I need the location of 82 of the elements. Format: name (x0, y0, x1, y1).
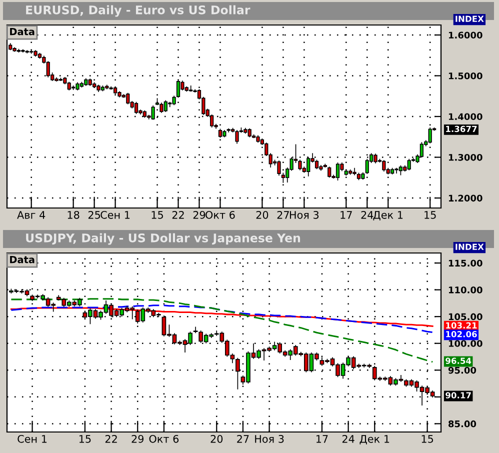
line-series (10, 307, 434, 327)
x-tick-label: 22 (105, 434, 117, 443)
y-tick-label: 1.3000 (448, 154, 482, 161)
candlestick (76, 82, 80, 91)
candlestick (189, 85, 193, 92)
x-tick-label: 25 (88, 210, 100, 219)
y-tick-label: 115.00 (448, 260, 482, 267)
candlestick (328, 166, 332, 178)
candlestick (222, 130, 226, 138)
annotation: Data (10, 256, 34, 264)
y-tick-label: 100.00 (448, 340, 482, 347)
text: INDEX (456, 16, 484, 22)
candlestick (80, 81, 84, 88)
x-tick-label: 24 (361, 210, 374, 219)
candlestick (407, 158, 411, 171)
candlestick (38, 52, 42, 60)
x-tick-label: 24 (342, 434, 354, 443)
x-tick-label: 29 (132, 434, 144, 443)
data-label: 96.54 (446, 358, 472, 364)
candlestick (374, 153, 378, 164)
candlestick (244, 127, 248, 134)
candlestick (12, 46, 16, 52)
x-tick-label: Окт 6 (206, 210, 235, 219)
data-label: 102.06 (446, 330, 477, 338)
line-series (10, 304, 434, 334)
x-tick-label: 17 (316, 435, 328, 443)
x-tick-label: 20 (210, 434, 223, 443)
y-tick-label: 95.00 (448, 366, 476, 374)
candlestick (398, 164, 403, 176)
candlestick (235, 130, 239, 144)
x-tick-label: Авг 4 (17, 211, 46, 219)
x-tick-label: 29 (193, 210, 206, 219)
text: INDEX (456, 244, 484, 250)
x-tick-label: 15 (152, 211, 163, 219)
x-tick-label: Окт 6 (149, 434, 179, 443)
x-tick-label: 27 (277, 210, 289, 219)
candlestick (382, 160, 386, 172)
x-tick-label: Дек 1 (373, 211, 403, 220)
x-tick-label: 18 (68, 210, 80, 219)
candlestick (134, 101, 138, 114)
x-tick-label: 27 (237, 434, 249, 443)
candlestick (394, 167, 398, 174)
y-tick-label: 1.6000 (448, 32, 482, 39)
line-series (10, 298, 434, 363)
y-tick-label: 1.2000 (448, 194, 482, 202)
candlestick (248, 128, 252, 138)
x-tick-label: Сен 1 (100, 210, 130, 219)
candlestick (348, 169, 352, 176)
x-tick-label: Дек 1 (360, 435, 390, 444)
candlestick (100, 85, 105, 92)
candlestick (390, 167, 394, 175)
x-tick-label: Ноя 3 (290, 210, 319, 219)
candlestick (352, 167, 356, 176)
chart-title: EURUSD, Daily - Euro vs US Dollar (26, 5, 250, 17)
y-tick-label: 1.4000 (448, 113, 482, 120)
x-tick-label: 22 (172, 210, 184, 219)
y-tick-label: 85.00 (448, 420, 476, 428)
data-label: 103.21 (446, 322, 477, 329)
candlestick (336, 162, 340, 181)
text: 90.17 (446, 392, 471, 398)
candlestick (105, 84, 109, 90)
x-tick-label: 20 (256, 210, 268, 219)
text: 1.3677 (446, 126, 477, 132)
x-tick-label: 15 (79, 435, 91, 443)
annotation: Data (10, 28, 34, 36)
candlestick (34, 50, 38, 58)
y-tick-label: 1.5000 (448, 72, 482, 80)
candlestick (84, 78, 88, 86)
candlestick (361, 172, 365, 180)
x-tick-label: 15 (424, 211, 436, 219)
candlestick (428, 127, 432, 144)
x-tick-label: Ноя 3 (255, 434, 284, 443)
x-tick-label: 15 (422, 435, 434, 443)
candlestick (164, 100, 168, 112)
y-tick-label: 105.00 (448, 313, 482, 320)
chart-title: USDJPY, Daily - US Dollar vs Japanese Yen (26, 233, 300, 245)
candlestick (126, 92, 130, 105)
y-tick-label: 110.00 (448, 286, 482, 294)
candlestick (356, 172, 361, 180)
x-tick-label: 17 (340, 211, 352, 219)
x-tick-label: Сен 1 (18, 434, 47, 443)
candlestick (67, 81, 71, 91)
